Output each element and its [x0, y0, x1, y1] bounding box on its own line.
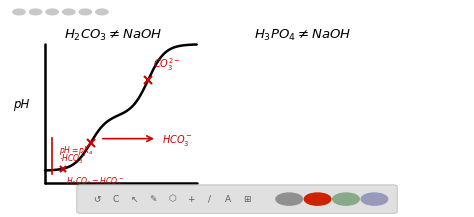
Text: ⊞: ⊞: [243, 195, 250, 204]
Text: +: +: [187, 195, 194, 204]
Circle shape: [46, 9, 58, 15]
Text: $\mathit{H_3PO_4 \neq NaOH}$: $\mathit{H_3PO_4 \neq NaOH}$: [254, 28, 351, 43]
Text: /: /: [208, 195, 210, 204]
Circle shape: [13, 9, 25, 15]
Text: ✎: ✎: [149, 195, 157, 204]
Text: ⬡: ⬡: [168, 195, 176, 204]
Text: $HCO_3^-$: $HCO_3^-$: [162, 133, 192, 148]
Text: C: C: [113, 195, 119, 204]
Text: A: A: [225, 195, 231, 204]
Circle shape: [276, 193, 302, 205]
Circle shape: [96, 9, 108, 15]
FancyBboxPatch shape: [77, 185, 397, 213]
Circle shape: [63, 9, 75, 15]
Circle shape: [79, 9, 91, 15]
Text: ↺: ↺: [93, 195, 101, 204]
Circle shape: [333, 193, 359, 205]
Text: pH: pH: [13, 98, 29, 111]
Text: $\mathit{pH=pK_a}$: $\mathit{pH=pK_a}$: [59, 144, 94, 157]
Text: $\sqrt{NaOH}$: $\sqrt{NaOH}$: [87, 192, 126, 209]
Text: $\mathit{H_2CO_3 = HCO_3^-}$: $\mathit{H_2CO_3 = HCO_3^-}$: [65, 175, 124, 189]
Circle shape: [304, 193, 331, 205]
Text: $CO_3^{2-}$: $CO_3^{2-}$: [153, 57, 181, 73]
Circle shape: [361, 193, 388, 205]
Text: $\mathit{H_2CO_3 \neq NaOH}$: $\mathit{H_2CO_3 \neq NaOH}$: [64, 28, 163, 43]
Text: $\mathit{\cdot HCO_3^-}$: $\mathit{\cdot HCO_3^-}$: [59, 152, 86, 166]
Circle shape: [29, 9, 42, 15]
Text: ↖: ↖: [131, 195, 138, 204]
